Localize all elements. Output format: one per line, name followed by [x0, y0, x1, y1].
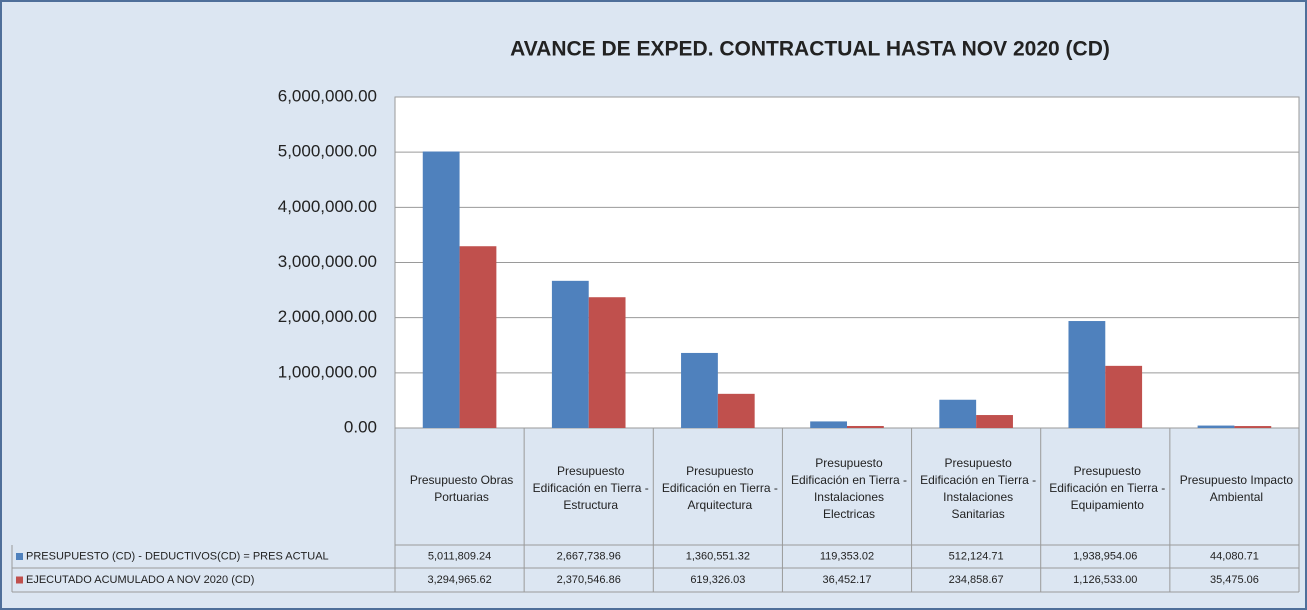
x-tick-label: Presupuesto Edificación en Tierra - Equi…: [1049, 464, 1166, 512]
x-tick-label: Presupuesto Impacto Ambiental: [1179, 472, 1294, 504]
bar: [717, 393, 755, 428]
value-label: 2,370,546.86: [557, 574, 621, 586]
bar: [1105, 365, 1143, 428]
value-label: 2,667,738.96: [557, 550, 621, 562]
value-label: 619,326.03: [690, 574, 745, 586]
value-label: 5,011,809.24: [428, 550, 491, 562]
y-tick-label: 4,000,000.00: [278, 197, 377, 216]
bar: [847, 425, 884, 428]
bar: [1234, 426, 1272, 428]
value-label: 1,360,551.32: [686, 550, 750, 562]
x-tick-label: Presupuesto Edificación en Tierra - Inst…: [790, 455, 908, 521]
x-tick-label: Presupuesto Edificación en Tierra - Arqu…: [661, 464, 778, 512]
value-label: 119,353.02: [820, 550, 874, 562]
bar: [1197, 425, 1235, 428]
x-tick-label: Presupuesto Obras Portuarias: [409, 472, 514, 504]
value-label: 1,938,954.06: [1073, 550, 1137, 562]
chart-title: AVANCE DE EXPED. CONTRACTUAL HASTA NOV 2…: [510, 38, 1110, 61]
value-label: 44,080.71: [1210, 550, 1259, 562]
legend-swatch: [16, 553, 23, 560]
bar: [976, 415, 1013, 428]
bar: [551, 280, 589, 428]
y-tick-label: 5,000,000.00: [278, 142, 377, 161]
value-label: 234,858.67: [949, 574, 1004, 586]
legend-swatch: [16, 576, 23, 584]
value-label: 1,126,533.00: [1073, 574, 1137, 586]
y-tick-label: 3,000,000.00: [278, 252, 377, 271]
value-label: 36,452.17: [823, 574, 872, 586]
value-label: 3,294,965.62: [427, 574, 491, 586]
x-tick-label: Presupuesto Edificación en Tierra - Inst…: [920, 455, 1037, 521]
y-tick-label: 6,000,000.00: [278, 86, 377, 105]
legend-label: EJECUTADO ACUMULADO A NOV 2020 (CD): [26, 574, 254, 586]
bar: [422, 151, 460, 428]
value-label: 35,475.06: [1210, 574, 1259, 586]
bar: [939, 399, 977, 428]
legend-label: PRESUPUESTO (CD) - DEDUCTIVOS(CD) = PRES…: [26, 550, 329, 562]
x-tick-label: Presupuesto Edificación en Tierra - Estr…: [532, 464, 649, 512]
bar: [681, 352, 718, 428]
y-tick-label: 1,000,000.00: [278, 362, 377, 381]
y-tick-label: 0.00: [344, 417, 377, 436]
bar: [1068, 321, 1106, 428]
bar: [588, 297, 626, 428]
bar: [810, 421, 847, 428]
bar: [459, 246, 497, 428]
y-tick-label: 2,000,000.00: [278, 307, 377, 326]
value-label: 512,124.71: [949, 550, 1004, 562]
